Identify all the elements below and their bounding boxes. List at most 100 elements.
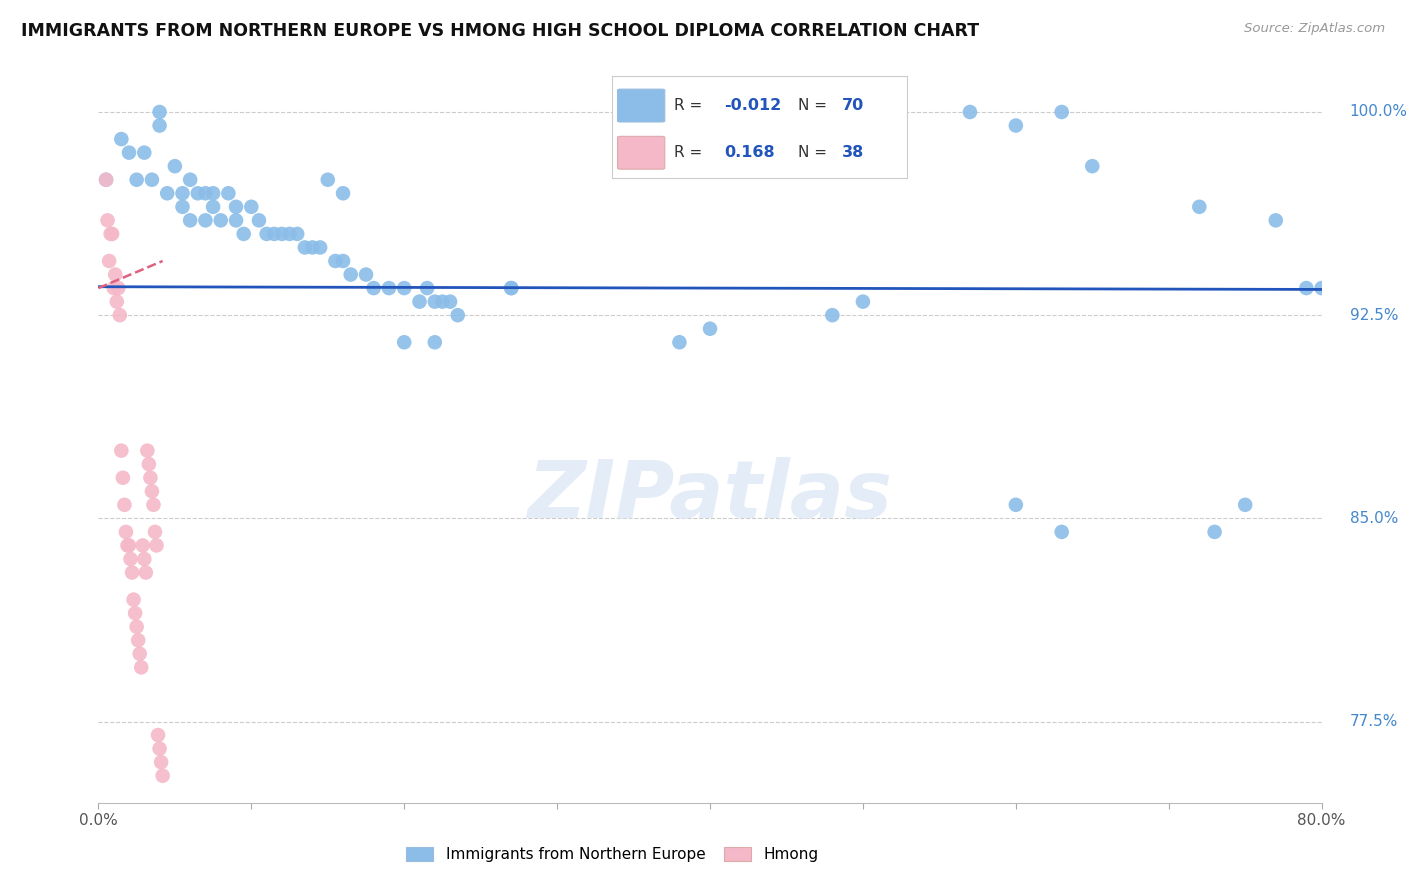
Point [94,172,117,186]
Point [1204,524,1226,539]
Point [108,308,131,322]
Point [134,552,156,566]
Point [143,524,166,539]
Point [129,660,152,674]
Point [179,213,201,227]
FancyBboxPatch shape [617,136,665,169]
Text: N =: N = [797,98,827,113]
Point [179,172,201,186]
Point [125,620,148,634]
Text: -0.012: -0.012 [724,98,782,113]
Point [699,322,721,336]
Point [354,268,377,282]
Point [240,200,263,214]
Point [301,240,323,254]
Legend: Immigrants from Northern Europe, Hmong: Immigrants from Northern Europe, Hmong [399,841,824,868]
Point [1295,281,1317,295]
Text: 0.168: 0.168 [724,145,775,161]
Point [105,294,128,309]
Point [110,443,132,458]
Point [104,268,127,282]
Point [100,227,122,241]
Point [98,254,121,268]
Point [152,769,174,783]
Point [163,159,186,173]
Point [363,281,385,295]
Point [156,186,179,201]
Point [852,294,875,309]
Point [125,172,148,186]
Point [278,227,301,241]
Point [132,538,155,552]
Point [194,186,217,201]
Point [142,498,165,512]
FancyBboxPatch shape [617,89,665,122]
Point [120,552,142,566]
Point [821,308,844,322]
Point [285,227,308,241]
Point [1188,200,1211,214]
Text: Source: ZipAtlas.com: Source: ZipAtlas.com [1244,22,1385,36]
Text: 100.0%: 100.0% [1350,104,1406,120]
Point [107,281,129,295]
Point [194,213,217,227]
Point [149,741,172,756]
Point [217,186,239,201]
Point [141,172,163,186]
Point [134,145,156,160]
Point [263,227,285,241]
Point [378,281,401,295]
Point [150,755,173,769]
Point [149,105,172,120]
Point [110,132,132,146]
Point [1050,105,1073,120]
Point [270,227,292,241]
Point [103,281,125,295]
Text: 77.5%: 77.5% [1350,714,1398,729]
Point [439,294,461,309]
Text: 85.0%: 85.0% [1350,511,1398,526]
Point [1050,524,1073,539]
Point [111,471,134,485]
Point [339,268,361,282]
Point [392,335,416,350]
Point [121,566,143,580]
Point [187,186,209,201]
Point [135,566,157,580]
Point [112,498,135,512]
Point [122,592,145,607]
Point [416,281,439,295]
Point [1264,213,1286,227]
Point [309,240,332,254]
Point [247,213,270,227]
Point [1081,159,1104,173]
Point [332,186,354,201]
Point [232,227,254,241]
Point [501,281,523,295]
Point [294,240,316,254]
Text: 38: 38 [842,145,865,161]
Point [149,119,172,133]
Point [959,105,981,120]
Point [325,254,347,268]
Point [1004,498,1026,512]
Point [146,728,169,742]
Point [97,213,120,227]
Point [101,227,124,241]
Point [408,294,430,309]
Point [209,213,232,227]
Point [1004,119,1026,133]
Point [423,294,446,309]
Point [225,213,247,227]
Point [118,145,141,160]
Point [136,443,159,458]
Text: ZIPatlas: ZIPatlas [527,457,893,534]
Point [316,172,339,186]
Text: IMMIGRANTS FROM NORTHERN EUROPE VS HMONG HIGH SCHOOL DIPLOMA CORRELATION CHART: IMMIGRANTS FROM NORTHERN EUROPE VS HMONG… [21,22,979,40]
Text: 70: 70 [842,98,865,113]
Point [202,200,225,214]
Point [141,484,163,499]
Point [423,335,446,350]
Point [1310,281,1333,295]
Point [202,186,225,201]
